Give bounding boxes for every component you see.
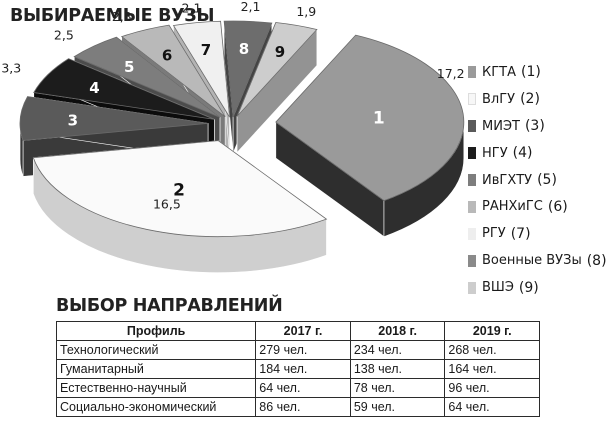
- header-2019: 2019 г.: [444, 321, 540, 341]
- legend-number: (8): [586, 252, 607, 269]
- legend-item-rgu: РГУ (7): [468, 220, 610, 247]
- legend-number: (5): [537, 172, 557, 188]
- cell-2017: 64 чел.: [255, 378, 351, 398]
- slice-value-label: 17,2: [437, 66, 465, 81]
- slice-number-label: 2: [173, 180, 185, 200]
- legend-label: НГУ: [482, 145, 508, 161]
- slice-number-label: 4: [89, 79, 99, 97]
- cell-2019: 268 чел.: [444, 340, 540, 360]
- pie-slice: [32, 140, 328, 273]
- slice-number-label: 1: [373, 108, 385, 128]
- legend-swatch: [468, 120, 476, 133]
- cell-profile: Технологический: [55, 340, 257, 360]
- cell-profile: Гуманитарный: [55, 359, 257, 379]
- slice-value-label: 2,1: [241, 0, 261, 14]
- legend-label: РГУ: [482, 226, 506, 242]
- pie-slice: [275, 34, 465, 238]
- legend-swatch: [468, 227, 476, 240]
- legend-number: (3): [524, 118, 545, 135]
- slice-number-label: 5: [124, 58, 134, 76]
- legend-item-military: Военные ВУЗы (8): [468, 247, 610, 274]
- cell-2017: 86 чел.: [255, 397, 351, 417]
- cell-2017: 184 чел.: [255, 359, 351, 379]
- table-row: Социально-экономический 86 чел. 59 чел. …: [55, 397, 540, 417]
- header-2017: 2017 г.: [255, 321, 351, 341]
- slice-value-label: 2,3: [112, 9, 132, 24]
- slice-number-label: 6: [162, 46, 172, 64]
- table-row: Естественно-научный 64 чел. 78 чел. 96 ч…: [55, 378, 540, 398]
- table-title: ВЫБОР НАПРАВЛЕНИЙ: [56, 296, 283, 316]
- legend-label: ИвГХТУ: [482, 172, 533, 188]
- cell-2017: 279 чел.: [255, 340, 351, 360]
- legend-swatch: [468, 200, 476, 213]
- legend-number: (6): [547, 198, 568, 215]
- cell-2018: 138 чел.: [349, 359, 446, 379]
- legend-number: (7): [510, 225, 531, 242]
- directions-table: Профиль 2017 г. 2018 г. 2019 г. Технолог…: [55, 321, 540, 417]
- header-2018: 2018 г.: [349, 321, 446, 341]
- legend-item-kgta: КГТА (1): [468, 59, 610, 86]
- legend-label: Военные ВУЗы: [482, 253, 582, 269]
- slice-value-label: 3,3: [1, 61, 21, 76]
- chart-legend: КГТА (1) ВлГУ (2) МИЭТ (3) НГУ (4) ИвГХТ…: [468, 59, 610, 301]
- cell-profile: Естественно-научный: [55, 378, 257, 398]
- legend-swatch: [468, 147, 476, 160]
- cell-2019: 164 чел.: [444, 359, 540, 379]
- legend-number: (4): [512, 145, 533, 162]
- cell-2018: 234 чел.: [349, 340, 446, 360]
- slice-value-label: 1,9: [296, 4, 316, 19]
- legend-label: ВШЭ: [482, 280, 514, 296]
- cell-profile: Социально-экономический: [55, 397, 257, 417]
- legend-item-ivgkhtu: ИвГХТУ (5): [468, 167, 610, 194]
- slice-number-label: 3: [68, 112, 78, 130]
- slice-value-label: 2,1: [182, 0, 202, 15]
- legend-item-vse: ВШЭ (9): [468, 274, 610, 301]
- table-row: Гуманитарный 184 чел. 138 чел. 164 чел.: [55, 359, 540, 379]
- legend-label: ВлГУ: [482, 91, 516, 107]
- cell-2018: 78 чел.: [349, 378, 446, 398]
- cell-2019: 96 чел.: [444, 378, 540, 398]
- table-header-row: Профиль 2017 г. 2018 г. 2019 г.: [55, 321, 540, 341]
- legend-label: РАНХиГС: [482, 199, 543, 215]
- legend-number: (9): [518, 279, 539, 296]
- legend-number: (2): [520, 91, 540, 108]
- legend-swatch: [468, 174, 476, 186]
- header-profile: Профиль: [55, 321, 257, 341]
- legend-item-ngu: НГУ (4): [468, 140, 610, 167]
- legend-swatch: [468, 66, 476, 79]
- legend-item-vlgu: ВлГУ (2): [468, 86, 610, 113]
- legend-number: (1): [521, 64, 541, 81]
- legend-label: МИЭТ: [482, 118, 520, 134]
- legend-swatch: [468, 254, 476, 267]
- slice-value-label: 2,5: [54, 28, 74, 43]
- pie-slice: [236, 22, 318, 154]
- legend-swatch: [468, 281, 476, 294]
- legend-item-rankhigs: РАНХиГС (6): [468, 193, 610, 220]
- slice-number-label: 9: [275, 43, 285, 61]
- slice-number-label: 8: [239, 40, 249, 58]
- chart-title: ВЫБИРАЕМЫЕ ВУЗЫ: [10, 6, 215, 26]
- legend-item-miet: МИЭТ (3): [468, 113, 610, 140]
- legend-label: КГТА: [482, 64, 516, 80]
- slice-value-label: 16,5: [153, 197, 181, 212]
- cell-2018: 59 чел.: [349, 397, 446, 417]
- table-row: Технологический 279 чел. 234 чел. 268 че…: [55, 340, 540, 360]
- legend-swatch: [468, 93, 476, 106]
- slice-number-label: 7: [201, 41, 211, 59]
- cell-2019: 64 чел.: [444, 397, 540, 417]
